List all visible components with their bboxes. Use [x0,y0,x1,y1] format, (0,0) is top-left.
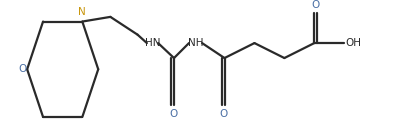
Text: O: O [168,110,177,119]
Text: O: O [310,0,319,10]
Text: NH: NH [187,38,203,48]
Text: OH: OH [345,38,361,48]
Text: N: N [78,7,86,17]
Text: HN: HN [144,38,160,48]
Text: O: O [219,110,227,119]
Text: O: O [18,64,26,74]
